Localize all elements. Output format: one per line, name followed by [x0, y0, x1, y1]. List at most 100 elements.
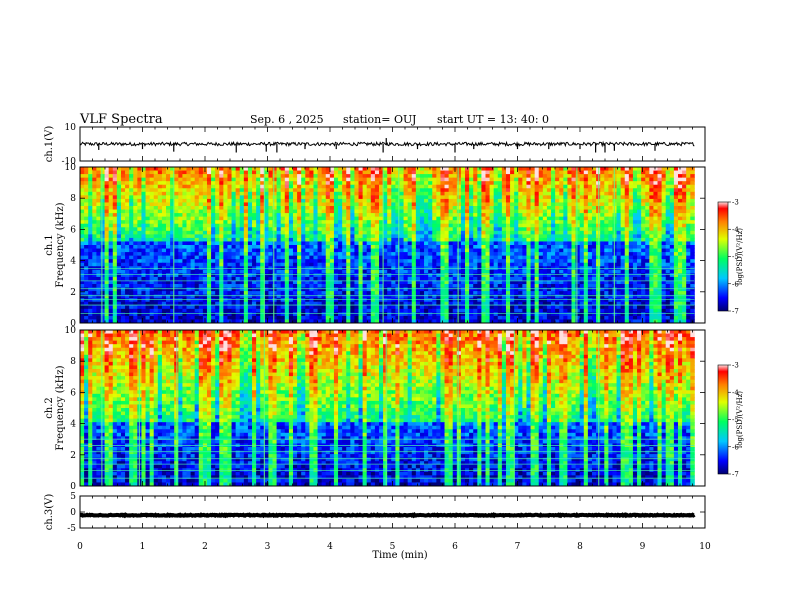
ch1-spectrogram-cell: [673, 167, 679, 171]
ch1-spectrogram-cell: [104, 202, 110, 207]
ch1-spectrogram-cell: [477, 181, 482, 186]
ch1-spectrogram-cell: [551, 248, 556, 253]
ch1-spectrogram-cell: [673, 202, 679, 207]
ch1-spectrogram-cell: [632, 227, 638, 232]
ch1-spectrogram-cell: [559, 213, 564, 218]
ch1-spectrogram-cell: [333, 188, 339, 193]
ch1-spectrogram-cell: [587, 255, 593, 260]
ch1-spectrogram-cell: [116, 280, 122, 285]
ch1-spectrogram-cell: [190, 191, 196, 196]
ch1-spectrogram-cell: [440, 188, 445, 193]
ch1-spectrogram-cell: [526, 223, 531, 228]
ch1-spectrogram-cell: [219, 167, 224, 171]
ch1-spectrogram-cell: [632, 209, 638, 214]
ch1-spectrogram-cell: [653, 213, 658, 218]
ch1-spectrogram-cell: [415, 167, 421, 171]
ch1-spectrogram-cell: [616, 269, 622, 274]
ch1-spectrogram-cell: [84, 280, 89, 285]
ch1-spectrogram-cell: [325, 191, 331, 196]
ch1-spectrogram-cell: [358, 181, 364, 186]
ch1-spectrogram-cell: [690, 220, 695, 225]
ch1-spectrogram-cell: [690, 230, 695, 235]
ch1-spectrogram-cell: [440, 245, 445, 249]
ch1-spectrogram-cell: [338, 170, 343, 175]
ch1-spectrogram-cell: [161, 174, 167, 179]
ch1-spectrogram-cell: [321, 273, 327, 278]
ch1-spectrogram-cell: [452, 276, 458, 281]
ch1-spectrogram-cell: [473, 273, 478, 278]
ch1-spectrogram-cell: [399, 202, 404, 207]
ch1-spectrogram-cell: [452, 223, 458, 228]
ch1-spectrogram-cell: [80, 216, 85, 221]
ch1-spectrogram-cell: [591, 276, 597, 281]
ch1-spectrogram-cell: [166, 181, 171, 186]
ch1-spectrogram-cell: [256, 262, 261, 267]
ch1-spectrogram-cell: [161, 262, 167, 267]
ch1-spectrogram-cell: [317, 252, 323, 257]
ch1-spectrogram-cell: [583, 198, 589, 203]
ch1-spectrogram-cell: [157, 170, 163, 175]
ch1-spectrogram-cell: [436, 177, 441, 182]
ch1-spectrogram-cell: [477, 177, 482, 182]
ch1-spectrogram-cell: [477, 273, 482, 278]
ch1-spectrogram-cell: [206, 262, 212, 267]
ch1-spectrogram-cell: [493, 223, 499, 228]
ch1-spectrogram-cell: [641, 245, 646, 249]
ch1-spectrogram-cell: [510, 252, 515, 257]
ch1-spectrogram-cell: [301, 230, 306, 235]
ch1-spectrogram-cell: [485, 184, 490, 189]
ch1-spectrogram-cell: [628, 230, 634, 235]
ch1-spectrogram-cell: [260, 198, 265, 203]
ch1-spectrogram-cell: [166, 252, 171, 257]
ch1-spectrogram-cell: [342, 259, 347, 264]
ch1-spectrogram-cell: [469, 188, 474, 193]
ch1-spectrogram-cell: [669, 202, 675, 207]
ch1-spectrogram-cell: [514, 216, 519, 221]
ch1-spectrogram-cell: [161, 191, 167, 196]
ch1-spectrogram-cell: [608, 252, 613, 257]
ch1-spectrogram-cell: [366, 262, 372, 267]
ch1-spectrogram-cell: [567, 273, 572, 278]
ch1-spectrogram-cell: [161, 202, 167, 207]
ch1-spectrogram-cell: [637, 209, 642, 214]
ch1-spectrogram-cell: [682, 248, 687, 253]
ch1-spectrogram-cell: [530, 198, 536, 203]
ch1-spectrogram-cell: [608, 223, 613, 228]
ch1-spectrogram-cell: [387, 202, 392, 207]
ch1-spectrogram-cell: [280, 174, 286, 179]
ch1-spectrogram-cell: [317, 191, 323, 196]
ch1-spectrogram-cell: [301, 223, 306, 228]
ch1-spectrogram-cell: [206, 223, 212, 228]
ch1-spectrogram-cell: [415, 234, 421, 239]
ch1-spectrogram-cell: [526, 255, 531, 260]
ch1-spectrogram-cell: [403, 273, 409, 278]
ch1-spectrogram-cell: [677, 259, 683, 264]
ch1-spectrogram-cell: [153, 206, 159, 210]
ch1-spectrogram-cell: [620, 213, 626, 218]
ch1-spectrogram-cell: [358, 213, 364, 218]
ch1-spectrogram-cell: [137, 227, 142, 232]
ch1-spectrogram-cell: [137, 188, 142, 193]
ch1-spectrogram-cell: [673, 237, 679, 242]
ch1-spectrogram-cell: [395, 184, 400, 189]
ch1-spectrogram-cell: [571, 191, 576, 196]
ch1-spectrogram-cell: [571, 213, 576, 218]
ch1-spectrogram-cell: [485, 198, 490, 203]
ch1-spectrogram-cell: [497, 198, 503, 203]
ch1-spectrogram-cell: [166, 273, 171, 278]
ch1-spectrogram-cell: [399, 191, 404, 196]
ch1-spectrogram-cell: [153, 184, 159, 189]
ch1-spectrogram-cell: [477, 252, 482, 257]
ch1-spectrogram-cell: [268, 188, 273, 193]
ch1-spectrogram-cell: [546, 209, 552, 214]
ch1-spectrogram-cell: [432, 184, 437, 189]
ch1-spectrogram-cell: [297, 259, 302, 264]
ch1-spectrogram-cell: [198, 269, 204, 274]
ch1-spectrogram-cell: [264, 202, 269, 207]
ch1-spectrogram-cell: [661, 213, 667, 218]
ch1-spectrogram-cell: [428, 184, 433, 189]
ch1-spectrogram-cell: [178, 223, 183, 228]
ch1-spectrogram-cell: [530, 220, 536, 225]
ch1-spectrogram-cell: [292, 220, 298, 225]
ch1-spectrogram-cell: [571, 206, 576, 210]
